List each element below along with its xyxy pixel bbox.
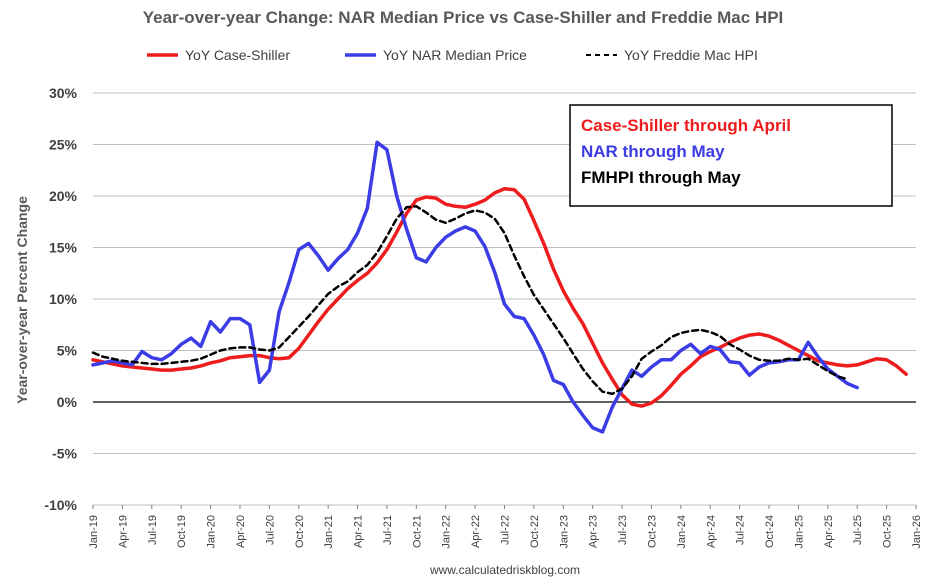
x-tick-label: Jul-21 bbox=[382, 515, 394, 545]
x-tick-label: Oct-22 bbox=[529, 515, 541, 548]
x-tick-label: Oct-23 bbox=[646, 515, 658, 548]
x-tick-label: Apr-20 bbox=[235, 515, 247, 548]
annotation-nar: NAR through May bbox=[581, 142, 725, 161]
x-tick-label: Oct-19 bbox=[176, 515, 188, 548]
x-tick-label: Jul-25 bbox=[852, 515, 864, 545]
x-tick-label: Oct-25 bbox=[882, 515, 894, 548]
chart-title: Year-over-year Change: NAR Median Price … bbox=[143, 8, 784, 27]
y-axis-label: Year-over-year Percent Change bbox=[14, 196, 30, 404]
y-tick-label: -10% bbox=[44, 497, 77, 513]
x-tick-label: Oct-24 bbox=[764, 515, 776, 548]
gridlines bbox=[93, 92, 916, 506]
x-axis: Jan-19 Apr-19 Jul-19 Oct-19 Jan-20 Apr-20 Jul-… bbox=[88, 505, 923, 549]
x-tick-label: Jan-24 bbox=[676, 515, 688, 549]
y-tick-label: 25% bbox=[49, 137, 78, 153]
x-tick-label: Jan-26 bbox=[911, 515, 923, 549]
y-tick-label: 15% bbox=[49, 240, 78, 256]
x-tick-label: Jul-22 bbox=[500, 515, 512, 545]
y-tick-label: 0% bbox=[57, 394, 78, 410]
annotation-fmhpi: FMHPI through May bbox=[581, 168, 741, 187]
x-tick-label: Oct-20 bbox=[294, 515, 306, 548]
annotation-box: Case-Shiller through April NAR through M… bbox=[569, 104, 893, 207]
y-tick-label: 10% bbox=[49, 291, 78, 307]
x-tick-label: Apr-24 bbox=[705, 515, 717, 548]
x-tick-label: Jul-19 bbox=[147, 515, 159, 545]
legend-label-case-shiller: YoY Case-Shiller bbox=[185, 47, 290, 63]
case-shiller-line bbox=[91, 187, 908, 408]
x-tick-label: Jan-22 bbox=[441, 515, 453, 549]
legend-label-freddie-mac: YoY Freddie Mac HPI bbox=[624, 47, 758, 63]
x-tick-label: Jan-20 bbox=[206, 515, 218, 549]
x-tick-label: Jan-21 bbox=[323, 515, 335, 549]
x-tick-label: Oct-21 bbox=[411, 515, 423, 548]
freddie-mac-hpi-line bbox=[91, 205, 849, 396]
annotation-case-shiller: Case-Shiller through April bbox=[581, 116, 791, 135]
x-tick-label: Jan-25 bbox=[793, 515, 805, 549]
y-tick-label: 20% bbox=[49, 188, 78, 204]
x-tick-label: Jan-23 bbox=[558, 515, 570, 549]
x-tick-label: Jul-23 bbox=[617, 515, 629, 545]
x-tick-label: Apr-23 bbox=[588, 515, 600, 548]
source-credit: www.calculatedriskblog.com bbox=[429, 563, 580, 577]
nar-median-price-line bbox=[91, 140, 859, 434]
series-layer bbox=[91, 140, 908, 434]
legend: YoY Case-Shiller YoY NAR Median Price Yo… bbox=[147, 47, 758, 63]
x-tick-label: Jan-19 bbox=[88, 515, 100, 549]
y-tick-label: 5% bbox=[57, 343, 78, 359]
y-tick-label: 30% bbox=[49, 85, 78, 101]
y-axis-ticks: 30% 25% 20% 15% 10% 5% 0% -5% -10% bbox=[44, 85, 77, 513]
x-tick-label: Apr-25 bbox=[823, 515, 835, 548]
y-tick-label: -5% bbox=[52, 446, 77, 462]
legend-label-nar: YoY NAR Median Price bbox=[383, 47, 527, 63]
x-tick-label: Apr-21 bbox=[353, 515, 365, 548]
x-tick-label: Apr-22 bbox=[470, 515, 482, 548]
x-tick-label: Apr-19 bbox=[117, 515, 129, 548]
x-tick-label: Jul-20 bbox=[264, 515, 276, 545]
x-tick-label: Jul-24 bbox=[735, 515, 747, 545]
